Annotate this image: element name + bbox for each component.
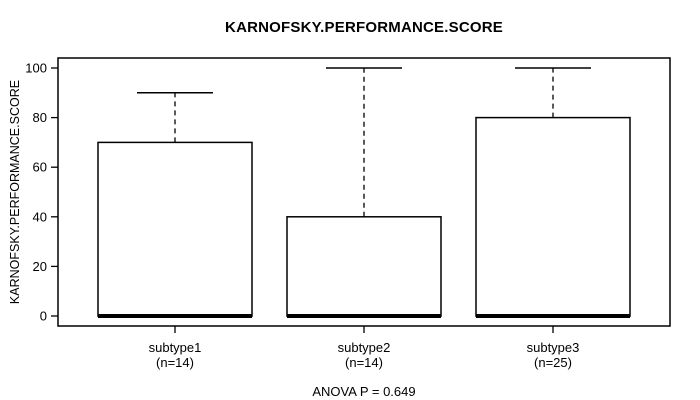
iqr-box (286, 216, 442, 317)
group-sublabel: (n=14) (345, 355, 383, 370)
y-tick-label: 20 (33, 259, 47, 274)
y-tick-label: 100 (25, 61, 47, 76)
anova-annotation: ANOVA P = 0.649 (312, 384, 416, 399)
y-tick-label: 0 (40, 309, 47, 324)
group-label: subtype2 (338, 340, 391, 355)
group-label: subtype3 (527, 340, 580, 355)
chart-title: KARNOFSKY.PERFORMANCE.SCORE (225, 19, 503, 36)
y-tick-label: 80 (33, 110, 47, 125)
iqr-box (475, 116, 631, 317)
y-tick-label: 40 (33, 209, 47, 224)
iqr-box (97, 141, 253, 317)
group-label: subtype1 (149, 340, 202, 355)
y-tick-label: 60 (33, 160, 47, 175)
group-sublabel: (n=14) (156, 355, 194, 370)
group-sublabel: (n=25) (534, 355, 572, 370)
